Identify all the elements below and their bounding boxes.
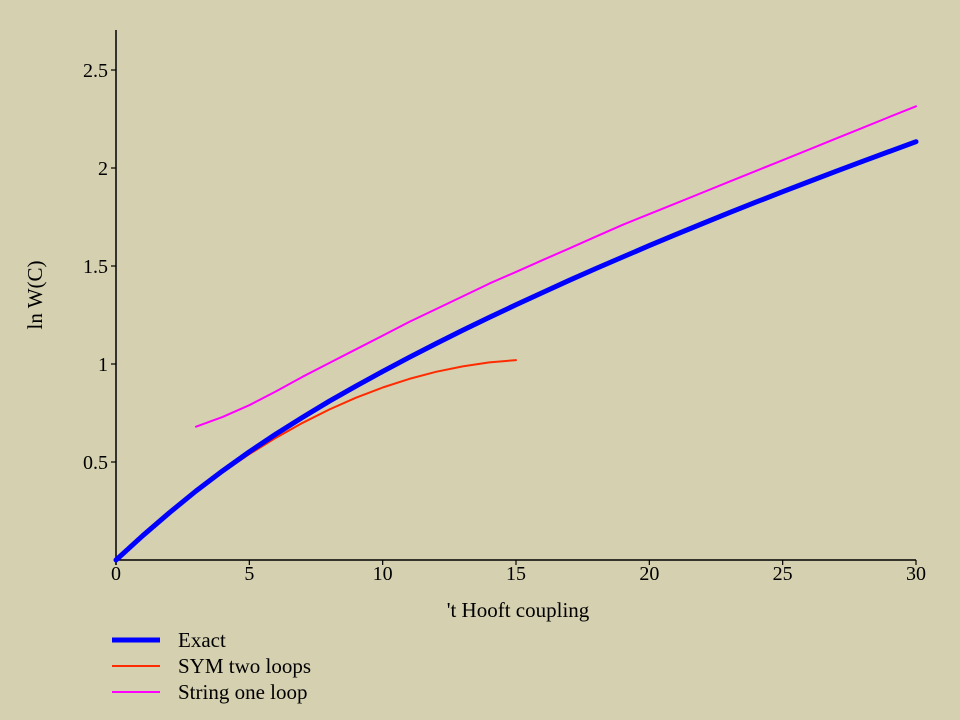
series-group bbox=[113, 105, 919, 563]
y-tick-label: 2.5 bbox=[83, 60, 108, 82]
series-line-string-one-loop bbox=[195, 105, 917, 428]
x-tick-label: 20 bbox=[639, 563, 659, 585]
legend-label: String one loop bbox=[178, 680, 308, 704]
y-tick-label: 2 bbox=[98, 158, 108, 180]
series-line-sym-two-loops bbox=[115, 359, 517, 561]
series-line-exact bbox=[113, 139, 919, 563]
x-tick-label: 15 bbox=[506, 563, 526, 585]
legend-label: SYM two loops bbox=[178, 654, 311, 678]
x-tick-label: 0 bbox=[111, 563, 121, 585]
x-tick-label: 5 bbox=[244, 563, 254, 585]
y-tick-label: 0.5 bbox=[83, 452, 108, 474]
axes bbox=[111, 30, 917, 565]
y-axis-label: ln W(C) bbox=[23, 260, 47, 329]
tick-labels: 0 5 10 15 20 25 30 0.5 1 1.5 2 2.5 bbox=[83, 60, 926, 585]
x-tick-label: 30 bbox=[906, 563, 926, 585]
y-tick-label: 1.5 bbox=[83, 256, 108, 278]
y-tick-label: 1 bbox=[98, 354, 108, 376]
x-axis-label: 't Hooft coupling bbox=[447, 598, 590, 622]
legend-label: Exact bbox=[178, 628, 226, 652]
x-tick-label: 25 bbox=[773, 563, 793, 585]
x-tick-label: 10 bbox=[373, 563, 393, 585]
